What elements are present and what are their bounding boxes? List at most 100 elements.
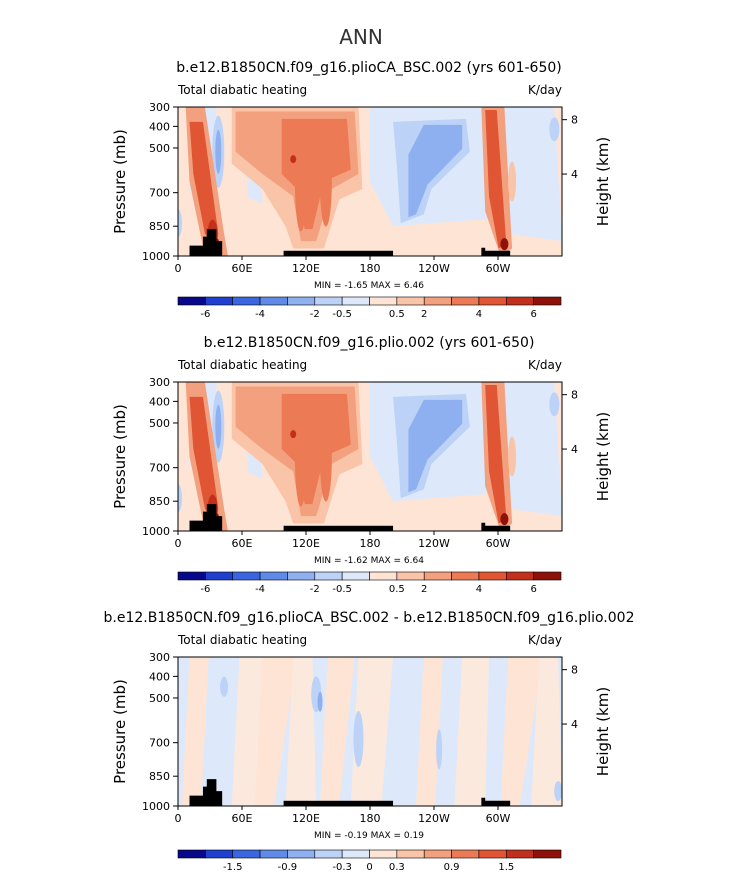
contour-region [189,121,219,249]
colorbar-swatch [369,296,398,306]
contour-region [416,657,443,806]
contour-region [178,209,182,238]
colorbar-tick-label: -4 [255,584,265,595]
contour-region [181,657,209,806]
contour-region [408,124,463,218]
contour-region [254,657,298,806]
colorbar-swatch [259,571,288,581]
figure-title: ANN [339,25,383,49]
colorbar-tick-label: 4 [476,584,482,595]
y-tick-label: 700 [149,737,170,750]
contour-field [178,107,562,256]
panel-units-label: K/day [528,83,562,97]
y2-tick-label: 8 [571,389,578,402]
y-tick-label: 700 [149,187,170,200]
x-tick-label: 60W [486,812,511,825]
colorbar-tick-label: 0.5 [389,309,405,320]
colorbar-tick-label: -2 [310,309,320,320]
contour-region [485,384,507,524]
y-tick-label: 300 [149,101,170,114]
min-max-stats: MIN = -1.65 MAX = 6.46 [314,281,424,291]
contour-region [350,657,394,806]
x-tick-label: 120W [418,537,450,550]
colorbar-swatch [205,296,234,306]
panel-variable-label: Total diabatic heating [177,633,307,647]
contour-region [508,436,517,477]
x-tick-label: 60W [486,262,511,275]
contour-region [454,657,490,806]
colorbar-swatch [259,849,288,859]
colorbar-swatch [205,571,234,581]
x-tick-label: 60E [232,262,253,275]
colorbar-tick-label: 2 [421,309,427,320]
terrain-africa [189,779,223,806]
y2-tick-label: 8 [571,114,578,127]
y-axis-label: Pressure (mb) [111,679,129,784]
contour-region [531,657,562,806]
contour-region [549,392,560,417]
y-tick-label: 400 [149,120,170,133]
contour-region [294,131,307,232]
colorbar-swatch [341,571,370,581]
colorbar-swatch [478,296,507,306]
colorbar-tick-label: -1.5 [223,862,243,873]
contour-region [220,676,229,697]
x-tick-label: 0 [175,537,182,550]
contour-region [317,691,323,712]
colorbar-swatch [478,849,507,859]
contour-region [353,710,364,767]
y-tick-label: 500 [149,417,170,430]
colorbar-swatch [505,571,534,581]
colorbar-tick-label: -0.5 [332,309,352,320]
y-tick-label: 400 [149,670,170,683]
colorbar-tick-label: -0.5 [332,584,352,595]
x-tick-label: 180 [360,262,381,275]
x-tick-label: 180 [360,537,381,550]
colorbar-tick-label: 1.5 [498,862,514,873]
x-tick-label: 120E [292,812,320,825]
colorbar-tick-label: -6 [200,584,210,595]
colorbar-swatch [533,571,562,581]
colorbar-tick-label: -6 [200,309,210,320]
y2-tick-label: 4 [571,718,578,731]
contour-region [320,657,355,806]
colorbar-swatch [314,849,343,859]
y-axis-label: Pressure (mb) [111,129,129,234]
colorbar-swatch [314,571,343,581]
contour-region [189,396,219,524]
colorbar-swatch [177,296,206,306]
x-tick-label: 0 [175,262,182,275]
colorbar-swatch [259,296,288,306]
y-tick-label: 500 [149,692,170,705]
colorbar-swatch [423,296,452,306]
contour-region [215,129,222,174]
colorbar-tick-label: -2 [310,584,320,595]
y2-axis-label: Height (km) [594,412,612,501]
terrain-africa [189,229,223,256]
contour-region [319,136,332,227]
colorbar-swatch [505,296,534,306]
terrain-maritime-continent [283,800,394,806]
colorbar-swatch [287,571,316,581]
colorbar-tick-label: 0.5 [389,584,405,595]
contour-region [485,109,507,249]
colorbar-tick-label: 6 [530,584,536,595]
colorbar-swatch [533,849,562,859]
colorbar-swatch [423,571,452,581]
contour-region [290,430,297,439]
y-tick-label: 850 [149,220,170,233]
panel-variable-label: Total diabatic heating [177,83,307,97]
contour-region [500,382,562,517]
y-tick-label: 300 [149,376,170,389]
x-tick-label: 180 [360,812,381,825]
panel-units-label: K/day [528,358,562,372]
contour-region [500,657,543,806]
colorbar-tick-label: -4 [255,309,265,320]
contour-region [500,513,509,526]
colorbar-tick-label: 2 [421,584,427,595]
contour-region [215,404,222,449]
colorbar-swatch [314,296,343,306]
colorbar-swatch [341,849,370,859]
colorbar-swatch [232,571,261,581]
